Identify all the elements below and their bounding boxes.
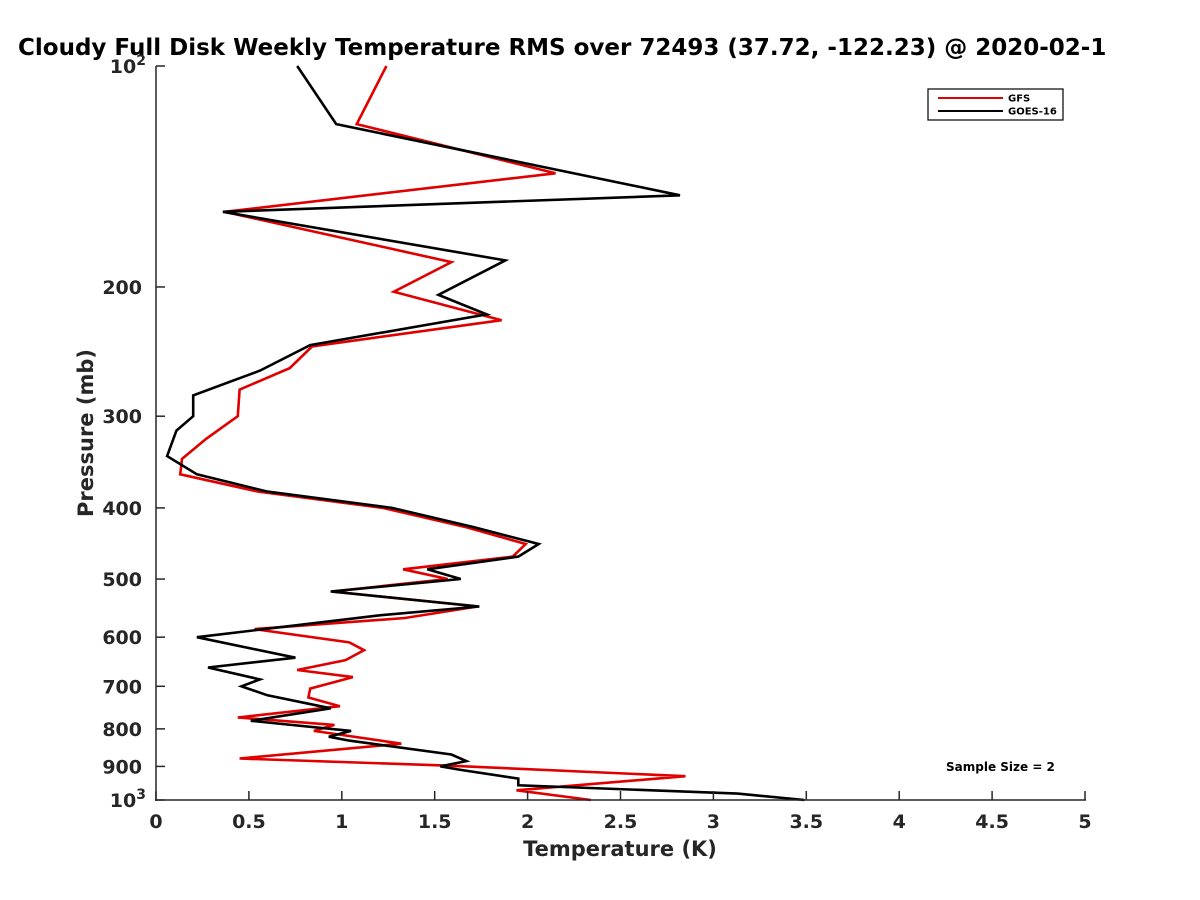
y-axis-ticks: 102 200 300 400 500 600 700 800 900 103 [102, 53, 165, 812]
x-tick-label: 1 [335, 811, 348, 833]
y-tick-label: 700 [102, 676, 142, 698]
legend-label-gfs: GFS [1008, 94, 1030, 105]
x-tick-label: 4.5 [975, 811, 1009, 833]
x-tick-label: 3.5 [789, 811, 823, 833]
sample-size-annotation: Sample Size = 2 [946, 760, 1055, 774]
x-tick-label: 0 [149, 811, 162, 833]
y-tick-label: 200 [102, 277, 142, 299]
x-tick-label: 2 [521, 811, 534, 833]
y-tick-label: 102 [110, 53, 146, 78]
y-tick-label: 800 [102, 719, 142, 741]
x-tick-label: 0.5 [232, 811, 266, 833]
x-tick-label: 2.5 [604, 811, 638, 833]
x-tick-label: 5 [1078, 811, 1091, 833]
y-tick-label: 600 [102, 627, 142, 649]
x-axis-title: Temperature (K) [523, 837, 717, 861]
x-tick-label: 1.5 [418, 811, 452, 833]
chart-title: Cloudy Full Disk Weekly Temperature RMS … [18, 35, 1106, 61]
series-line-gfs [178, 65, 686, 802]
legend: GFS GOES-16 [927, 88, 1064, 121]
x-axis-ticks: 0 0.5 1 1.5 2 2.5 3 3.5 4 4.5 5 [149, 791, 1092, 833]
x-tick-label: 4 [893, 811, 906, 833]
y-tick-label: 103 [110, 787, 146, 812]
legend-box [927, 88, 1064, 121]
y-tick-label: 500 [102, 569, 142, 591]
series-line-goes16 [165, 65, 805, 802]
legend-label-goes16: GOES-16 [1008, 107, 1057, 118]
y-axis-title: Pressure (mb) [74, 349, 98, 517]
y-tick-label: 400 [102, 498, 142, 520]
y-tick-label: 900 [102, 756, 142, 778]
x-tick-label: 3 [707, 811, 720, 833]
plot-lines [165, 65, 805, 802]
y-tick-label: 300 [102, 406, 142, 428]
